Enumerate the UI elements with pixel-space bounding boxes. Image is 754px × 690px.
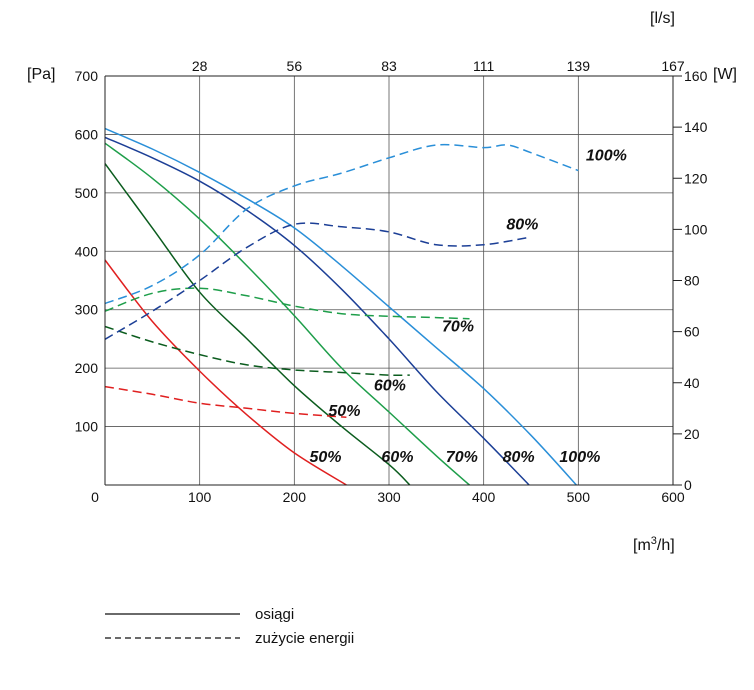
x-axis-unit: [m3/h] [633, 535, 675, 554]
right-axis-unit: [W] [713, 66, 737, 83]
y-left-tick-label: 200 [75, 360, 99, 376]
y-right-tick-label: 140 [684, 119, 708, 135]
percent-label: 70% [442, 319, 474, 336]
curves [104, 127, 579, 486]
percent-label: 80% [506, 216, 538, 233]
x-tick-label: 500 [567, 489, 591, 505]
performance-curve-50 [104, 259, 347, 486]
top-tick-label: 83 [381, 58, 397, 74]
percent-label: 60% [381, 449, 413, 466]
y-right-tick-label: 20 [684, 426, 700, 442]
y-right-tick-label: 60 [684, 324, 700, 340]
energy-curve-70 [104, 287, 470, 320]
x-tick-label: 300 [377, 489, 401, 505]
left-axis-unit: [Pa] [27, 66, 55, 83]
percent-label: 80% [503, 449, 535, 466]
y-right-tick-label: 40 [684, 375, 700, 391]
energy-curve-80 [104, 222, 532, 340]
x-tick-label: 100 [188, 489, 212, 505]
x-unit-sup: 3 [651, 535, 657, 547]
performance-curve-70 [104, 142, 470, 486]
performance-curve-60 [104, 163, 411, 486]
percent-label: 70% [446, 449, 478, 466]
legend-solid-label: osiągi [255, 606, 294, 623]
performance-curve-100 [104, 127, 577, 486]
x-unit-base: [m [633, 537, 651, 554]
percent-label: 60% [374, 377, 406, 394]
top-tick-label: 56 [287, 58, 303, 74]
percent-label: 100% [559, 449, 600, 466]
y-left-tick-label: 100 [75, 419, 99, 435]
y-right-tick-label: 120 [684, 170, 708, 186]
x-tick-label: 200 [283, 489, 307, 505]
performance-curve-80 [104, 136, 530, 486]
legend: osiągi zużycie energii [105, 606, 354, 647]
y-right-tick-label: 100 [684, 221, 708, 237]
percent-label: 50% [328, 403, 360, 420]
legend-dashed-label: zużycie energii [255, 630, 354, 647]
top-tick-label: 139 [567, 58, 591, 74]
energy-curve-60 [104, 325, 410, 377]
percent-label: 100% [586, 147, 627, 164]
x-unit-end: /h] [657, 537, 675, 554]
percent-labels: 50% 60% 70% 80% 100% 50% 60% 70% 80% 100% [309, 147, 626, 466]
top-tick-label: 28 [192, 58, 208, 74]
x-tick-label: 400 [472, 489, 496, 505]
y-left-tick-label: 400 [75, 243, 99, 259]
y-right-tick-label: 80 [684, 273, 700, 289]
y-left-tick-label: 500 [75, 185, 99, 201]
energy-curve-100 [104, 143, 579, 305]
top-axis-unit: [l/s] [650, 10, 675, 27]
y-left-tick-label: 600 [75, 126, 99, 142]
y-right-tick-label: 160 [684, 68, 708, 84]
x-tick-label: 600 [661, 489, 685, 505]
y-left-tick-label: 300 [75, 302, 99, 318]
energy-curve-50 [104, 385, 347, 419]
top-tick-label: 167 [661, 58, 685, 74]
percent-label: 50% [309, 449, 341, 466]
y-right-tick-label: 0 [684, 477, 692, 493]
y-left-tick-label: 700 [75, 68, 99, 84]
x-tick-label: 0 [91, 489, 99, 505]
top-tick-label: 111 [473, 58, 494, 74]
